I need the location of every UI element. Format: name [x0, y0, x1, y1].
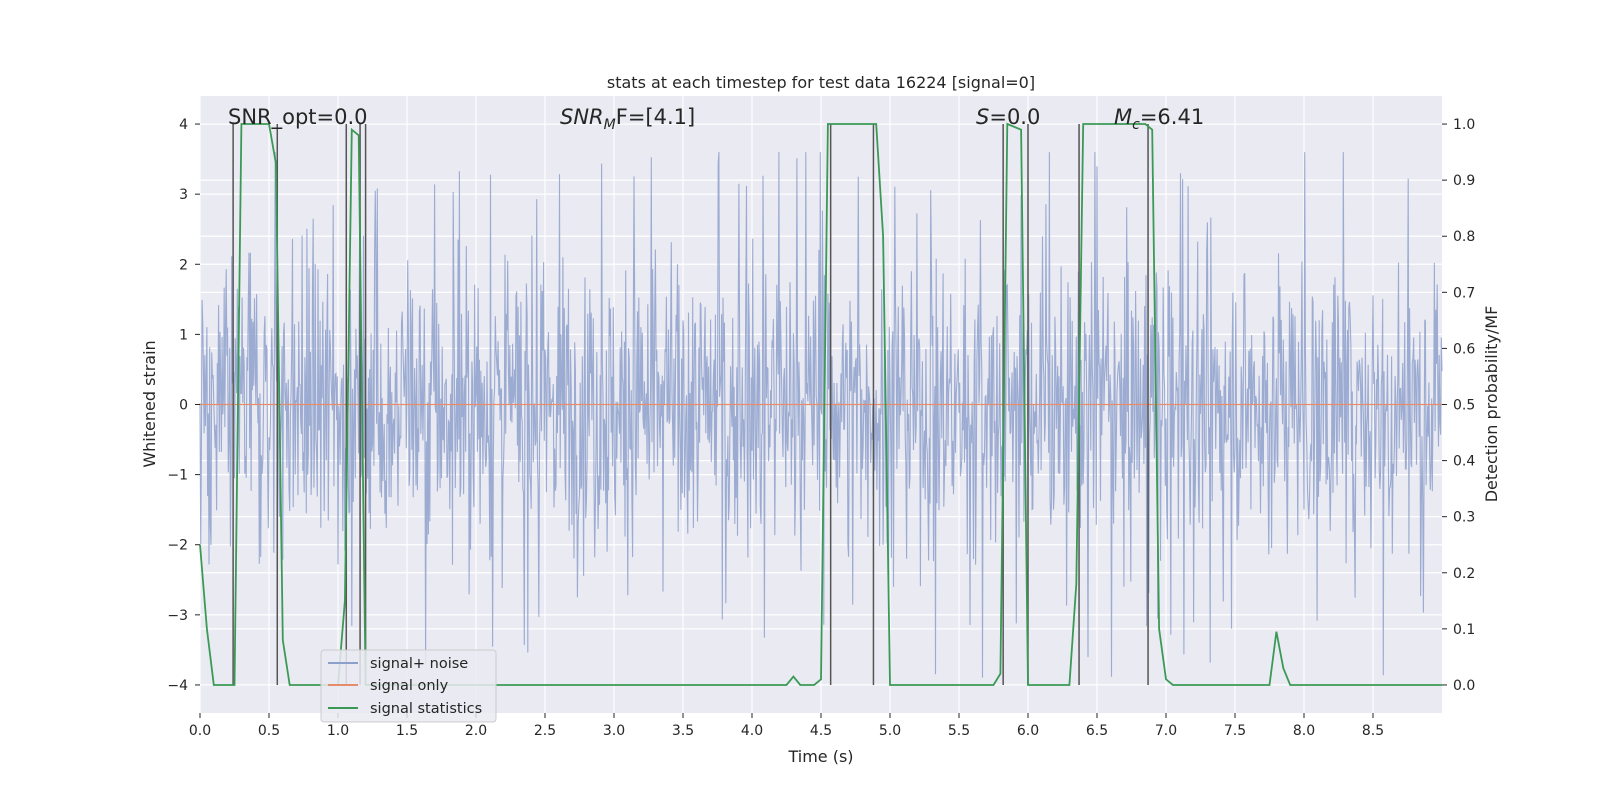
x-tick-label-4: 2.0	[465, 723, 487, 739]
x-tick-label-0: 0.0	[189, 723, 211, 739]
annotation-mc: Mc=6.41	[1114, 105, 1204, 133]
annotation-mc-main: M	[1114, 105, 1132, 129]
annotation-mc-sub: c	[1132, 117, 1140, 133]
annotation-snr-mf: SNRMF=[4.1]	[560, 105, 695, 133]
x-axis-label: Time (s)	[787, 747, 853, 766]
x-tick-label-8: 4.0	[741, 723, 763, 739]
chart-title: stats at each timestep for test data 162…	[607, 73, 1035, 92]
x-tick-label-14: 7.0	[1155, 723, 1177, 739]
x-tick-label-13: 6.5	[1086, 723, 1108, 739]
x-tick-label-10: 5.0	[879, 723, 901, 739]
y2-tick-label-3: 0.7	[1453, 285, 1475, 301]
y-tick-label-5: −1	[167, 468, 188, 484]
annotation-mc-rest: =6.41	[1140, 105, 1204, 129]
x-tick-label-1: 0.5	[258, 723, 280, 739]
y-axis-ticks: 4 3 2 1 0 −1 −2 −3 −4	[167, 117, 200, 694]
y-tick-label-0: 4	[179, 117, 188, 133]
y2-tick-label-10: 0.0	[1453, 678, 1475, 694]
x-tick-label-2: 1.0	[327, 723, 349, 739]
annotation-s: S=0.0	[976, 105, 1040, 129]
legend-entry-signal-only: signal only	[370, 678, 449, 694]
y2-tick-label-5: 0.5	[1453, 398, 1475, 414]
annotation-snr-mf-main: SNR	[560, 105, 604, 129]
legend-entry-statistics: signal statistics	[370, 701, 482, 717]
statistics-series	[199, 122, 1442, 686]
annotation-snr-opt: SNR_opt=0.0	[228, 105, 368, 130]
y-tick-label-2: 2	[179, 257, 188, 273]
statistics-line	[199, 122, 1442, 686]
y-tick-label-4: 0	[179, 398, 188, 414]
y2-axis-ticks: 1.0 0.9 0.8 0.7 0.6 0.5 0.4 0.3 0.2 0.1 0.0	[1442, 117, 1475, 694]
y2-tick-label-9: 0.1	[1453, 622, 1475, 638]
legend-entry-noise: signal+ noise	[370, 656, 468, 672]
annotation-snr-mf-rest: F=[4.1]	[616, 105, 695, 129]
y2-tick-label-6: 0.4	[1453, 454, 1475, 470]
y-tick-label-8: −4	[167, 678, 188, 694]
x-tick-label-17: 8.5	[1362, 723, 1384, 739]
x-tick-label-12: 6.0	[1017, 723, 1039, 739]
x-tick-label-7: 3.5	[672, 723, 694, 739]
legend: signal+ noise signal only signal statist…	[320, 649, 497, 723]
noise-series	[199, 152, 1443, 678]
legend-box	[320, 649, 497, 723]
y-tick-label-7: −3	[167, 608, 188, 624]
y2-tick-label-4: 0.6	[1453, 341, 1475, 357]
y2-axis-label: Detection probability/MF	[1482, 306, 1501, 503]
y2-tick-label-2: 0.8	[1453, 229, 1475, 245]
y2-tick-label-0: 1.0	[1453, 117, 1475, 133]
y-axis-label: Whitened strain	[140, 340, 159, 467]
annotation-s-rest: =0.0	[989, 105, 1040, 129]
x-tick-label-3: 1.5	[396, 723, 418, 739]
y2-tick-label-8: 0.2	[1453, 566, 1475, 582]
annotation-snr-mf-sub: M	[604, 117, 616, 133]
x-tick-label-15: 7.5	[1224, 723, 1246, 739]
y2-tick-label-1: 0.9	[1453, 173, 1475, 189]
x-tick-label-11: 5.5	[948, 723, 970, 739]
x-tick-label-16: 8.0	[1293, 723, 1315, 739]
y-tick-label-3: 1	[179, 327, 188, 343]
x-tick-label-6: 3.0	[603, 723, 625, 739]
x-axis-ticks: 0.0 0.5 1.0 1.5 2.0 2.5 3.0 3.5 4.0 4.5 5.0 5.5 6.0 6…	[189, 713, 1384, 739]
x-tick-label-9: 4.5	[810, 723, 832, 739]
annotation-s-main: S	[976, 105, 989, 129]
y-tick-label-6: −2	[167, 538, 188, 554]
y2-tick-label-7: 0.3	[1453, 510, 1475, 526]
noise-trace	[199, 152, 1443, 678]
y-tick-label-1: 3	[179, 187, 188, 203]
x-tick-label-5: 2.5	[534, 723, 556, 739]
